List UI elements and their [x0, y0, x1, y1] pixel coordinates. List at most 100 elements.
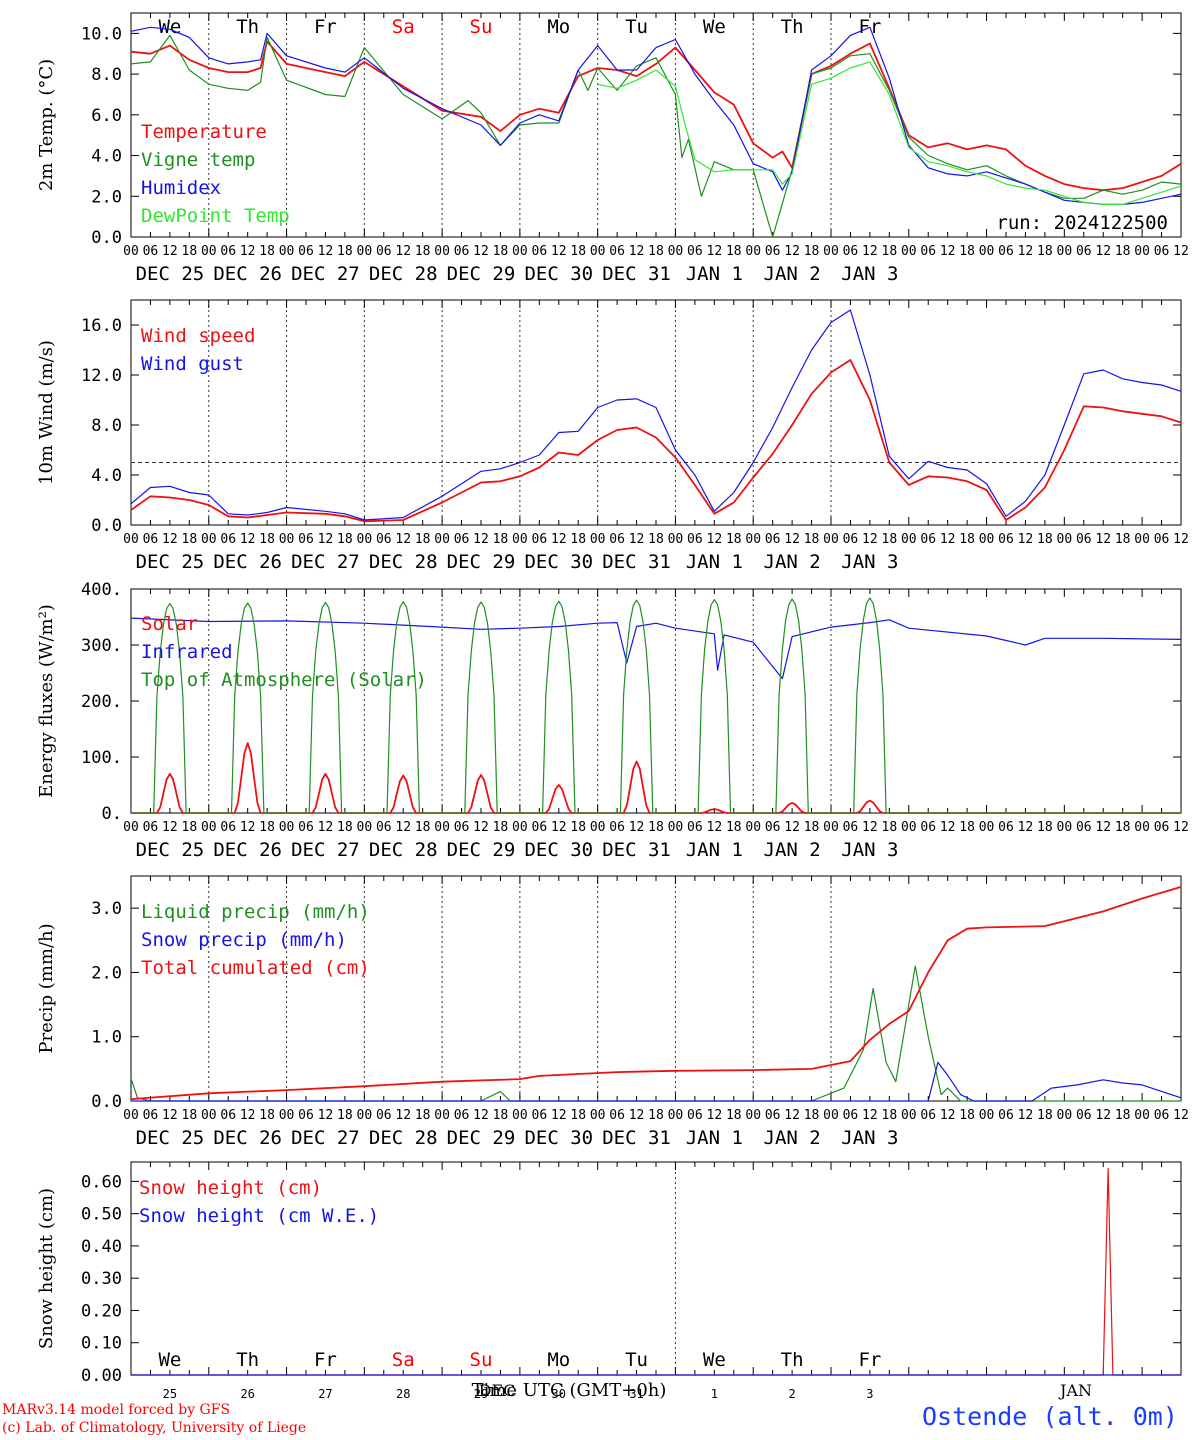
panel-1-hour-label: 06: [843, 244, 859, 259]
panel-3-hour-label: 18: [337, 820, 353, 835]
panel-2-hour-label: 12: [240, 532, 256, 547]
panel-1-hour-label: 00: [1057, 244, 1073, 259]
panel-1-hour-label: 06: [687, 244, 703, 259]
panel-3-hour-label: 06: [765, 820, 781, 835]
panel-4-hour-label: 06: [376, 1108, 392, 1123]
panel-2-hour-label: 18: [259, 532, 275, 547]
panel-2-hour-label: 00: [590, 532, 606, 547]
panel-2-legend-entry: Wind gust: [141, 353, 244, 375]
panel-3-hour-label: 18: [493, 820, 509, 835]
panel-2-y-tick-label: 8.0: [91, 416, 122, 436]
snow-x-axis-label: Time UTC (GMT+0h): [472, 1380, 667, 1400]
panel-2-hour-label: 18: [882, 532, 898, 547]
panel-1-weekday-label: Tu: [625, 16, 648, 38]
panel-4-legend-entry: Liquid precip (mm/h): [141, 901, 370, 923]
panel-1-run-label: run: 2024122500: [996, 212, 1168, 234]
panel-4-date-label: DEC 25: [136, 1127, 205, 1149]
panel-5-y-tick-label: 0.40: [81, 1237, 122, 1257]
panel-1-date-label: DEC 25: [136, 263, 205, 285]
panel-4-hour-label: 00: [1134, 1108, 1150, 1123]
panel-3-hour-label: 12: [629, 820, 645, 835]
panel-2-hour-label: 06: [298, 532, 314, 547]
panel-5-y-tick-label: 0.10: [81, 1334, 122, 1354]
panel-2-hour-label: 06: [1154, 532, 1170, 547]
panel-4-hour-label: 18: [726, 1108, 742, 1123]
snow-day-number: 25: [163, 1387, 177, 1400]
panel-4-hour-label: 00: [823, 1108, 839, 1123]
panel-1-hour-label: 06: [1154, 244, 1170, 259]
panel-1-date-label: JAN 1: [686, 263, 743, 285]
panel-5-legend-entry: Snow height (cm): [139, 1177, 322, 1199]
panel-2-hour-label: 00: [123, 532, 139, 547]
panel-4-hour-label: 00: [201, 1108, 217, 1123]
panel-2-hour-label: 18: [182, 532, 198, 547]
meteogram: 0.02.04.06.08.010.02m Temp. (°C)00 06 12 18…: [36, 12, 1189, 1400]
panel-1-hour-label: 18: [804, 244, 820, 259]
panel-4-hour-label: 06: [220, 1108, 236, 1123]
panel-2-date-label: DEC 30: [524, 551, 593, 573]
panel-5-weekday-label: Tu: [625, 1349, 648, 1371]
panel-2-date-label: JAN 2: [764, 551, 821, 573]
panel-5-weekday-label: Th: [236, 1349, 259, 1371]
panel-2-hour-label: 00: [745, 532, 761, 547]
panel-2-hour-label: 12: [1095, 532, 1111, 547]
panel-3-hour-label: 12: [395, 820, 411, 835]
panel-1-hour-label: 18: [182, 244, 198, 259]
panel-3-hour-label: 18: [182, 820, 198, 835]
panel-1-hour-label: 18: [493, 244, 509, 259]
panel-5-weekday-label: Fr: [314, 1349, 337, 1371]
panel-2-hour-label: 12: [862, 532, 878, 547]
panel-3-y-tick-label: 100.: [81, 748, 122, 768]
panel-2-hour-label: 00: [357, 532, 373, 547]
panel-1-hour-label: 12: [707, 244, 723, 259]
panel-1-series-line: [597, 61, 1182, 205]
panel-2-hour-label: 18: [804, 532, 820, 547]
panel-2-date-label: DEC 29: [447, 551, 516, 573]
snow-day-number: 26: [240, 1387, 254, 1400]
panel-1-hour-label: 06: [532, 244, 548, 259]
panel-2-hour-label: 18: [959, 532, 975, 547]
panel-4-date-label: DEC 30: [524, 1127, 593, 1149]
panel-2-hour-label: 06: [532, 532, 548, 547]
panel-1-series-line: [130, 34, 1182, 238]
panel-5-weekday-label: Sa: [392, 1349, 415, 1371]
panel-2-hour-label: 00: [1057, 532, 1073, 547]
panel-4-hour-label: 06: [143, 1108, 159, 1123]
panel-2-hour-label: 18: [1115, 532, 1131, 547]
panel-3-y-tick-label: 200.: [81, 692, 122, 712]
panel-1-hour-label: 00: [1134, 244, 1150, 259]
panel-3-hour-label: 12: [862, 820, 878, 835]
panel-3-hour-label: 06: [454, 820, 470, 835]
panel-4-hour-label: 18: [959, 1108, 975, 1123]
panel-3-date-label: DEC 27: [291, 839, 360, 861]
panel-2-hour-label: 12: [629, 532, 645, 547]
panel-3-date-label: JAN 2: [764, 839, 821, 861]
panel-1-hour-label: 00: [434, 244, 450, 259]
panel-4-hour-label: 06: [1076, 1108, 1092, 1123]
panel-1-weekday-label: Th: [236, 16, 259, 38]
panel-1-hour-label: 00: [745, 244, 761, 259]
panel-5-weekday-label: Mo: [547, 1349, 570, 1371]
panel-1-hour-label: 06: [376, 244, 392, 259]
panel-4-legend-entry: Total cumulated (cm): [141, 957, 370, 979]
panel-3-y-axis-label: Energy fluxes (W/m²): [36, 604, 57, 798]
panel-4-hour-label: 06: [998, 1108, 1014, 1123]
panel-3-hour-label: 18: [726, 820, 742, 835]
panel-1-weekday-label: We: [703, 16, 726, 38]
panel-4-hour-label: 06: [609, 1108, 625, 1123]
panel-1-weekday-label: Th: [781, 16, 804, 38]
panel-4-hour-label: 18: [415, 1108, 431, 1123]
panel-2-hour-label: 18: [415, 532, 431, 547]
panel-2-hour-label: 06: [609, 532, 625, 547]
panel-3-hour-label: 00: [590, 820, 606, 835]
panel-1-y-tick-label: 6.0: [91, 106, 122, 126]
panel-1-hour-label: 00: [357, 244, 373, 259]
panel-4-y-tick-label: 0.0: [91, 1092, 122, 1112]
panel-4-hour-label: 12: [707, 1108, 723, 1123]
snow-day-number: 31: [629, 1387, 643, 1400]
panel-4-hour-label: 00: [279, 1108, 295, 1123]
panel-1-series-line: [130, 26, 1182, 205]
panel-3-hour-label: 12: [1173, 820, 1189, 835]
panel-2-hour-label: 00: [201, 532, 217, 547]
panel-2-hour-label: 12: [473, 532, 489, 547]
